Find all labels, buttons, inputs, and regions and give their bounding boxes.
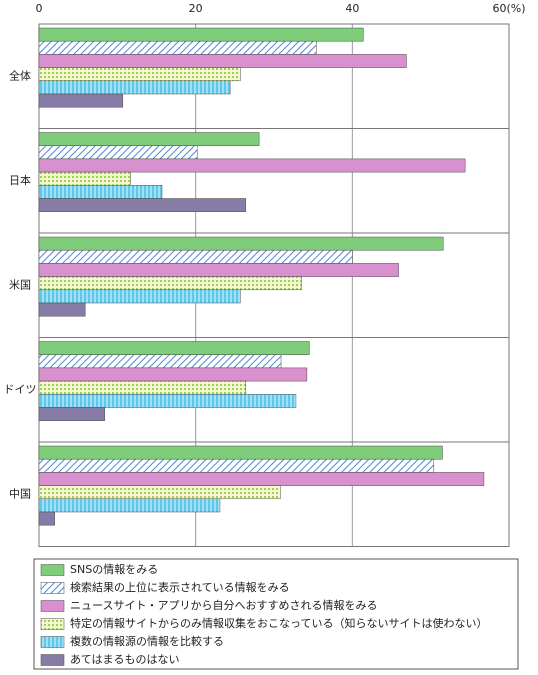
bar [38, 132, 260, 146]
legend-swatch [40, 582, 65, 594]
bar [38, 367, 308, 382]
bar [38, 80, 231, 95]
bar [38, 276, 302, 291]
y-tick-label: 日本 [9, 173, 31, 187]
bar [38, 485, 281, 500]
legend-swatch [40, 564, 65, 576]
legend-swatch [40, 636, 65, 648]
bar [38, 249, 353, 264]
bar [38, 394, 297, 408]
bar [38, 511, 55, 526]
bar [38, 158, 466, 173]
legend-swatch [40, 618, 65, 630]
bar [38, 54, 407, 68]
legend-label: 検索結果の上位に表示されている情報をみる [70, 580, 290, 594]
bar [38, 145, 198, 160]
bar [38, 236, 444, 251]
bar [38, 498, 221, 513]
legend-box [33, 558, 519, 670]
bar [38, 27, 364, 42]
x-tick-label: 20 [189, 2, 203, 15]
legend-label: あてはまるものはない [70, 653, 180, 666]
legend-label: ニュースサイト・アプリから自分へおすすめされる情報をみる [70, 599, 377, 612]
bar [38, 171, 131, 186]
legend-swatch [40, 600, 65, 612]
bar [38, 458, 435, 473]
bar [38, 302, 86, 317]
y-tick-label: 全体 [9, 68, 31, 82]
x-tick-label: 0 [36, 2, 43, 15]
x-tick-label: 60(%) [492, 2, 525, 15]
bar [38, 198, 247, 212]
x-tick-label: 40 [345, 2, 359, 15]
bar [38, 341, 310, 355]
bar [38, 185, 163, 199]
bar [38, 380, 247, 395]
bar [38, 354, 282, 369]
bar [38, 289, 241, 304]
legend-swatch [40, 654, 65, 666]
bar [38, 40, 317, 55]
bar [38, 93, 124, 108]
bar [38, 407, 106, 421]
legend-label: SNSの情報をみる [70, 563, 158, 576]
legend-label: 複数の情報源の情報を比較する [70, 634, 224, 648]
bar [38, 445, 443, 460]
bar [38, 472, 485, 486]
y-tick-label: 中国 [9, 487, 31, 500]
bar [38, 263, 399, 277]
legend-label: 特定の情報サイトからのみ情報収集をおこなっている（知らないサイトは使わない） [70, 616, 487, 630]
y-tick-label: ドイツ [4, 383, 37, 396]
bar [38, 67, 241, 82]
y-tick-label: 米国 [9, 278, 31, 291]
